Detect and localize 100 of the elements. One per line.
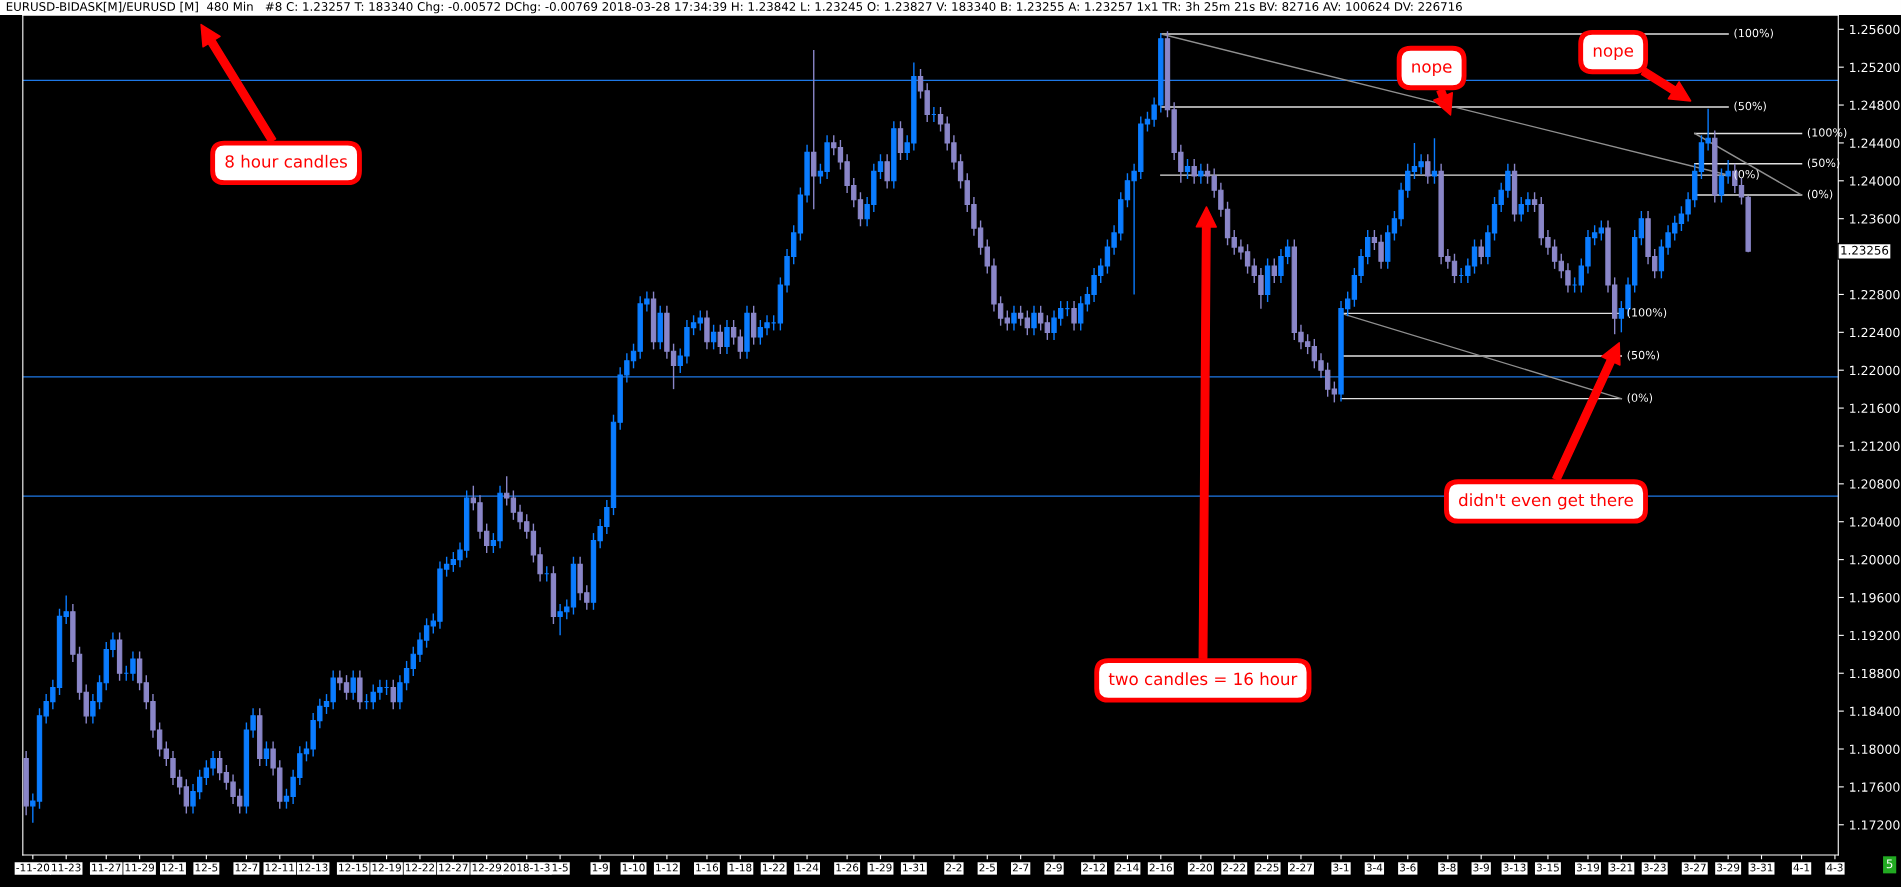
x-tick-label: 12-13 [299, 863, 328, 872]
x-tick-label: 11-23 [52, 863, 81, 872]
y-tick-label: 1.22400 [1850, 327, 1900, 338]
candlestick [1031, 305, 1037, 336]
annotation: two candles = 16 hour [1108, 672, 1298, 686]
candlestick [1638, 210, 1645, 246]
y-tick-label: 1.20800 [1850, 479, 1900, 489]
candlestick [1198, 163, 1204, 185]
candlestick [1271, 257, 1277, 284]
x-tick-label: 4-1 [1793, 863, 1810, 872]
candlestick [750, 305, 757, 346]
y-tick-label: 1.24400 [1850, 138, 1900, 148]
candlestick [1004, 309, 1010, 332]
x-tick-label: 2-12 [1083, 863, 1105, 872]
y-tick-label: 1.21200 [1850, 441, 1900, 451]
x-tick-label: 1-18 [729, 863, 752, 872]
y-tick-label: 1.18800 [1850, 668, 1900, 679]
candlestick [1024, 309, 1031, 336]
candlestick [130, 650, 136, 682]
y-tick-label: 1.25200 [1850, 62, 1900, 73]
y-tick-label: 1.19600 [1850, 592, 1900, 603]
x-tick-label: 3-4 [1366, 863, 1383, 872]
y-tick-label: 1.17600 [1850, 782, 1900, 792]
x-tick-label: 2018-1-3 [503, 863, 550, 872]
candlestick [263, 740, 270, 767]
candlestick [357, 669, 363, 710]
candlestick [737, 328, 744, 360]
candlestick [730, 319, 737, 346]
x-tick-label: 3-27 [1683, 863, 1706, 872]
x-tick-label: 2-22 [1223, 863, 1246, 872]
candlestick [504, 475, 510, 507]
candlestick [217, 750, 223, 781]
x-tick-label: 1-9 [592, 863, 608, 872]
text: 1.23256 [1841, 245, 1889, 255]
x-tick-label: 3-15 [1536, 863, 1559, 872]
x-tick-label: 12-7 [235, 863, 258, 872]
x-tick-label: 3-23 [1643, 863, 1666, 872]
x-tick-label: 1-29 [869, 863, 892, 872]
x-tick-label: 11-27 [92, 863, 121, 872]
annotation: (100%) [1734, 28, 1773, 39]
x-tick-label: 2-27 [1289, 863, 1312, 872]
x-tick-label: 2-20 [1189, 863, 1212, 872]
annotation: (0%) [1807, 189, 1833, 200]
candlestick [1044, 314, 1051, 341]
x-tick-label: 3-31 [1750, 863, 1773, 872]
x-tick-label: 2-7 [1012, 863, 1029, 872]
annotation: 8 hour candles [225, 154, 347, 168]
x-tick-label: 1-12 [656, 863, 678, 872]
y-tick-label: 1.18400 [1850, 706, 1900, 717]
x-tick-label: 2-16 [1149, 863, 1172, 872]
x-tick-label: 4-3 [1826, 863, 1843, 872]
x-tick-label: 12-5 [195, 863, 218, 872]
y-tick-label: 1.19200 [1850, 630, 1900, 641]
candlestick [897, 120, 904, 161]
candlestick [390, 679, 396, 710]
x-tick-label: -11-20 [16, 863, 50, 872]
annotation: (50%) [1627, 350, 1660, 361]
candlestick [1425, 153, 1431, 185]
x-tick-label: 12-11 [265, 863, 294, 872]
y-tick-label: 1.17200 [1850, 820, 1900, 830]
y-tick-label: 1.20000 [1850, 555, 1900, 565]
candlestick [724, 319, 730, 355]
candlestick [1598, 219, 1605, 242]
candlestick [183, 778, 190, 815]
x-tick-label: 3-13 [1503, 863, 1526, 872]
x-tick-label: 12-19 [372, 863, 401, 872]
x-tick-label: 2-9 [1046, 863, 1062, 872]
x-tick-label: 12-27 [439, 863, 468, 872]
x-tick-label: 1-31 [903, 863, 925, 872]
x-tick-label: 1-22 [763, 863, 785, 872]
y-tick-label: 1.20400 [1850, 517, 1900, 527]
candlestick [1184, 158, 1191, 180]
annotation: nope [1593, 47, 1634, 61]
x-tick-label: 1-5 [552, 863, 568, 872]
x-tick-label: 12-1 [162, 863, 184, 872]
candlestick [1431, 137, 1438, 185]
x-tick-label: 2-2 [946, 863, 962, 872]
annotation: didn't even get there [1459, 493, 1633, 510]
y-tick-label: 1.22000 [1850, 365, 1900, 376]
x-tick-label: 1-24 [796, 863, 819, 872]
x-tick-label: 1-26 [836, 863, 859, 872]
candlestick [1037, 305, 1044, 332]
x-tick-label: 1-16 [696, 863, 719, 872]
candlestick [1017, 305, 1024, 327]
y-tick-label: 1.21600 [1850, 403, 1900, 414]
x-tick-label: 12-15 [339, 863, 368, 872]
x-tick-label: 2-25 [1256, 863, 1279, 872]
candlestick [1191, 158, 1197, 185]
y-tick-label: 1.24800 [1850, 100, 1900, 110]
y-tick-label: 1.18000 [1850, 744, 1900, 754]
x-tick-label: 3-21 [1610, 863, 1633, 872]
candlestick [811, 49, 817, 210]
candlestick [1011, 305, 1017, 332]
x-tick-label: 11-29 [125, 863, 155, 872]
annotation: (0%) [1627, 393, 1653, 404]
x-tick-label: 3-29 [1717, 863, 1740, 872]
candlestick [884, 153, 890, 190]
candlestick [350, 669, 356, 701]
y-tick-label: 1.24000 [1850, 176, 1900, 186]
x-tick-label: 12-22 [405, 863, 435, 872]
